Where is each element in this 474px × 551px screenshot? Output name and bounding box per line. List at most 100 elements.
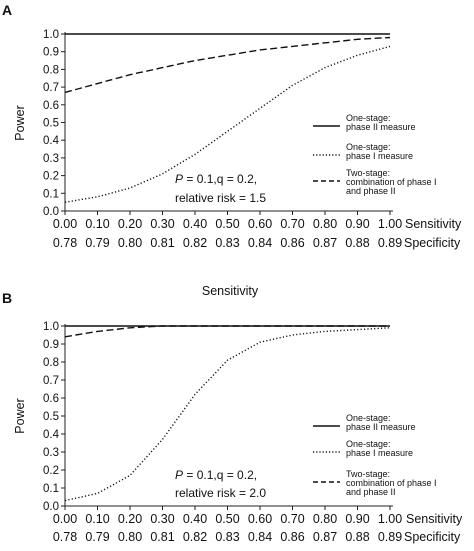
y-tick-label: 0.2 [43, 465, 59, 477]
panel-top-label: Sensitivity [202, 284, 259, 298]
y-tick-label: 1.0 [43, 321, 59, 333]
legend-label: Two-stage: [346, 168, 390, 178]
y-tick-label: 0.9 [43, 47, 59, 59]
specificity-axis-label: Specificity [404, 530, 461, 544]
y-tick-label: 0.1 [43, 483, 59, 495]
y-tick-label: 0.3 [43, 153, 59, 165]
specificity-tick-label: 0.80 [118, 530, 142, 544]
specificity-tick-label: 0.78 [53, 236, 77, 250]
y-tick-label: 0.4 [43, 135, 60, 147]
specificity-tick-label: 0.89 [378, 236, 402, 250]
y-tick-label: 0.8 [43, 357, 59, 369]
legend-label: One-stage: [346, 413, 391, 423]
sensitivity-tick-label: 1.00 [378, 512, 402, 526]
parameter-annotation: P = 0.1,q = 0.2, [175, 172, 257, 186]
legend-label: One-stage: [346, 439, 391, 449]
specificity-tick-label: 0.79 [85, 530, 109, 544]
y-tick-label: 0.5 [43, 118, 59, 130]
sensitivity-tick-label: 0.80 [313, 512, 337, 526]
y-tick-label: 0.5 [43, 411, 59, 423]
sensitivity-tick-label: 0.20 [118, 512, 142, 526]
parameter-p-symbol: P [175, 468, 183, 482]
sensitivity-tick-label: 0.50 [215, 217, 239, 231]
sensitivity-tick-label: 0.90 [345, 512, 369, 526]
specificity-tick-label: 0.83 [215, 530, 239, 544]
parameter-p-symbol: P [175, 172, 183, 186]
specificity-tick-label: 0.88 [345, 236, 369, 250]
specificity-tick-label: 0.84 [248, 530, 272, 544]
specificity-axis-label: Specificity [404, 236, 461, 250]
sensitivity-tick-label: 0.00 [53, 217, 77, 231]
y-tick-label: 0.9 [43, 339, 59, 351]
sensitivity-tick-label: 0.40 [183, 217, 207, 231]
sensitivity-tick-label: 0.60 [248, 512, 272, 526]
panel-label-a: A [2, 2, 12, 18]
specificity-tick-label: 0.81 [150, 236, 174, 250]
specificity-tick-label: 0.89 [378, 530, 402, 544]
legend-label: and phase II [346, 186, 396, 196]
legend-label: phase I measure [346, 151, 413, 161]
sensitivity-tick-label: 0.30 [150, 217, 174, 231]
legend-label: One-stage: [346, 142, 391, 152]
y-tick-label: 0.4 [43, 429, 60, 441]
relative-risk-annotation: relative risk = 2.0 [175, 486, 266, 500]
specificity-tick-label: 0.86 [280, 236, 304, 250]
legend-label: combination of phase I [346, 478, 437, 488]
sensitivity-tick-label: 0.50 [215, 512, 239, 526]
legend-label: combination of phase I [346, 177, 437, 187]
y-tick-label: 0.3 [43, 447, 59, 459]
y-axis-title: Power [13, 398, 27, 433]
y-tick-label: 0.0 [43, 501, 59, 513]
sensitivity-axis-label: Sensitivity [406, 512, 463, 526]
series-line-dotted [64, 327, 391, 502]
sensitivity-tick-label: 0.10 [85, 217, 109, 231]
sensitivity-tick-label: 0.70 [280, 217, 304, 231]
specificity-tick-label: 0.87 [313, 530, 337, 544]
y-tick-label: 1.0 [43, 29, 59, 41]
sensitivity-tick-label: 0.90 [345, 217, 369, 231]
y-tick-label: 0.6 [43, 393, 59, 405]
sensitivity-tick-label: 0.70 [280, 512, 304, 526]
specificity-tick-label: 0.84 [248, 236, 272, 250]
y-tick-label: 0.7 [43, 375, 59, 387]
legend-label: Two-stage: [346, 469, 390, 479]
y-tick-label: 0.2 [43, 171, 59, 183]
panel-label-b: B [2, 290, 12, 306]
y-tick-label: 0.1 [43, 188, 59, 200]
specificity-tick-label: 0.87 [313, 236, 337, 250]
sensitivity-tick-label: 0.40 [183, 512, 207, 526]
series-line-dotted [64, 45, 391, 203]
legend-label: phase II measure [346, 122, 416, 132]
sensitivity-tick-label: 0.20 [118, 217, 142, 231]
parameter-values: = 0.1,q = 0.2, [183, 172, 257, 186]
sensitivity-tick-label: 0.30 [150, 512, 174, 526]
legend-label: phase II measure [346, 422, 416, 432]
specificity-tick-label: 0.88 [345, 530, 369, 544]
sensitivity-axis-label: Sensitivity [405, 217, 462, 231]
parameter-values: = 0.1,q = 0.2, [183, 468, 257, 482]
specificity-tick-label: 0.81 [150, 530, 174, 544]
y-tick-label: 0.7 [43, 82, 59, 94]
specificity-tick-label: 0.78 [53, 530, 77, 544]
y-axis-title: Power [13, 105, 27, 140]
series-line-dashed [64, 325, 390, 338]
sensitivity-tick-label: 0.60 [248, 217, 272, 231]
specificity-tick-label: 0.82 [183, 236, 207, 250]
specificity-tick-label: 0.83 [215, 236, 239, 250]
sensitivity-tick-label: 0.80 [313, 217, 337, 231]
y-tick-label: 0.6 [43, 100, 59, 112]
legend-label: phase I measure [346, 448, 413, 458]
legend-label: and phase II [346, 487, 396, 497]
specificity-tick-label: 0.82 [183, 530, 207, 544]
specificity-tick-label: 0.79 [85, 236, 109, 250]
parameter-annotation: P = 0.1,q = 0.2, [175, 468, 257, 482]
sensitivity-tick-label: 0.10 [85, 512, 109, 526]
y-tick-label: 0.8 [43, 64, 59, 76]
y-tick-label: 0.0 [43, 206, 59, 218]
relative-risk-annotation: relative risk = 1.5 [175, 191, 266, 205]
legend-label: One-stage: [346, 113, 391, 123]
specificity-tick-label: 0.86 [280, 530, 304, 544]
sensitivity-tick-label: 1.00 [378, 217, 402, 231]
series-line-dashed [64, 36, 391, 94]
